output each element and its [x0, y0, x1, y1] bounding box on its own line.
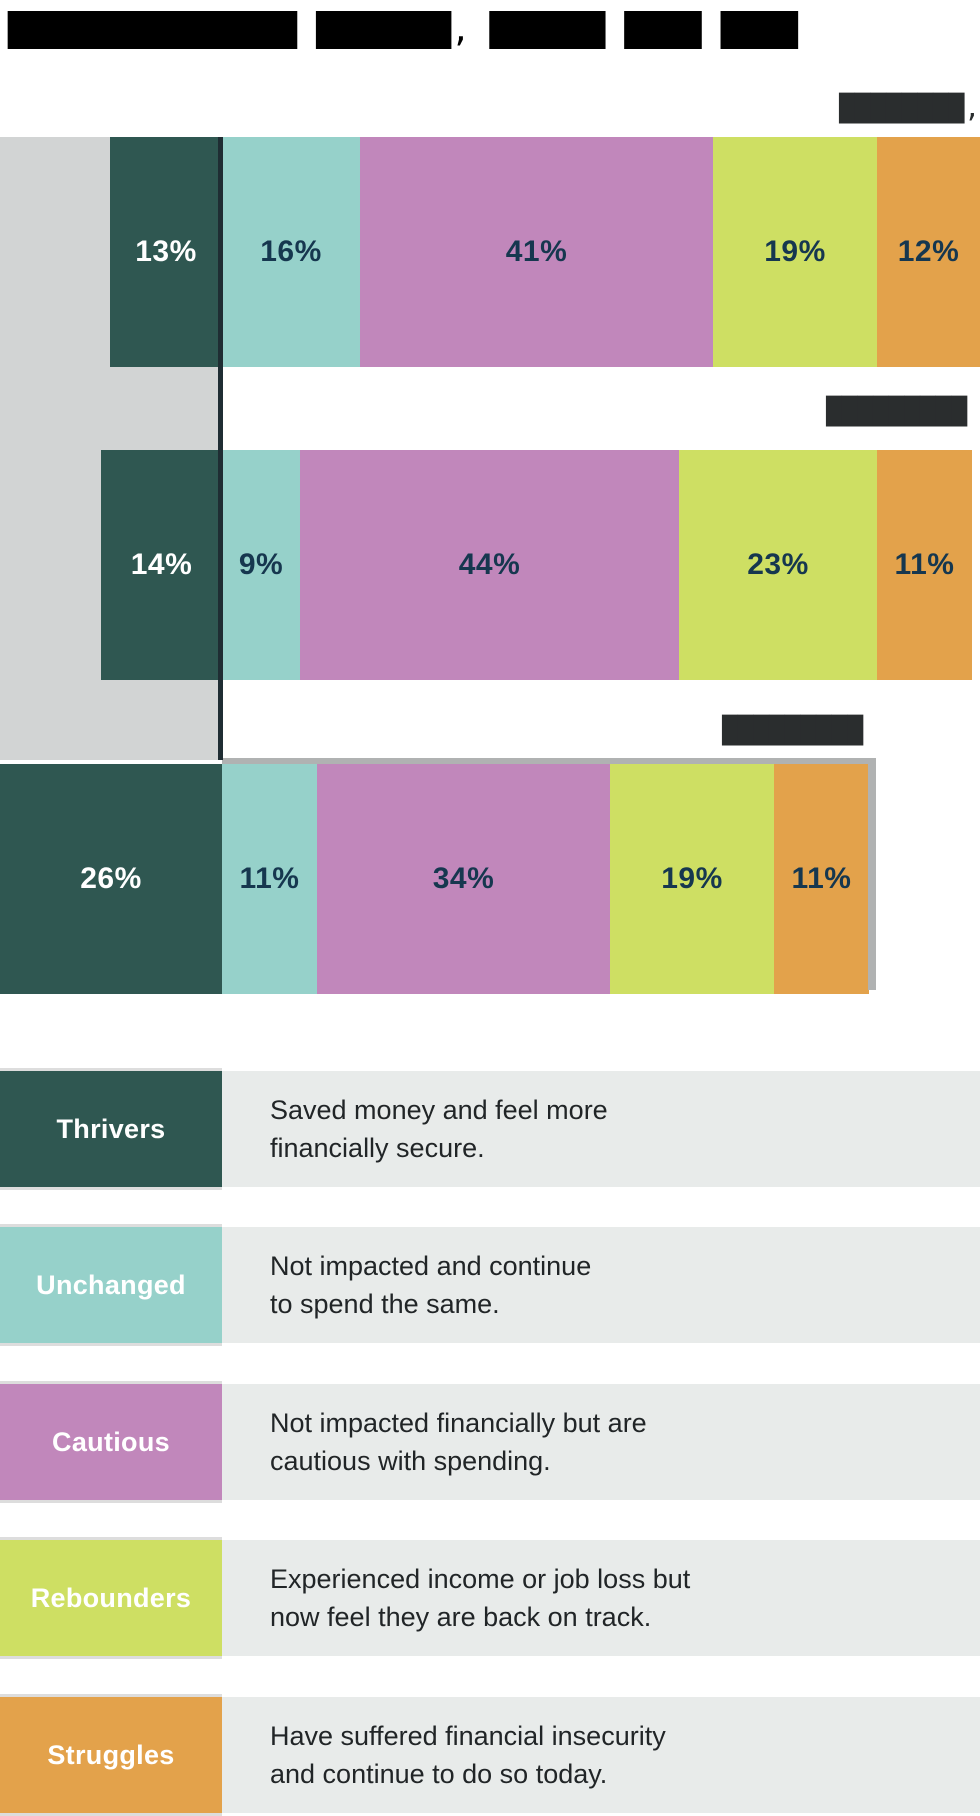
legend-chip-rebounders: Rebounders: [0, 1540, 222, 1656]
legend-row: Struggles Have suffered financial insecur…: [0, 1697, 980, 1813]
bar-row: 14% 9% 44% 23% 11%: [101, 450, 972, 680]
baseline-divider-line: [218, 137, 223, 760]
legend-row: Rebounders Experienced income or job loss…: [0, 1540, 980, 1656]
bar-segment-cautious: 44%: [300, 450, 679, 680]
legend-description-line: and continue to do so today.: [270, 1759, 608, 1789]
bar-row: 26% 11% 34% 19% 11%: [0, 764, 869, 994]
bar-segment-rebounders: 19%: [713, 137, 877, 367]
bar-segment-thrivers: 13%: [110, 137, 222, 367]
chart-title-redacted: ███████████████ ███████, ██████ ████ ███…: [8, 11, 798, 49]
legend-row: Unchanged Not impacted and continue to spe…: [0, 1227, 980, 1343]
bar-period-label-redacted: █████████: [722, 716, 863, 746]
legend-description: Saved money and feel more financially sec…: [270, 1071, 970, 1187]
legend-description: Not impacted financially but are cautious…: [270, 1384, 970, 1500]
legend-description: Experienced income or job loss but now fe…: [270, 1540, 970, 1656]
legend-chip-struggles: Struggles: [0, 1697, 222, 1813]
bar-segment-rebounders: 23%: [679, 450, 877, 680]
legend-description-line: Not impacted and continue: [270, 1251, 592, 1281]
bar-segment-unchanged: 9%: [222, 450, 300, 680]
bar-segment-cautious: 34%: [317, 764, 610, 994]
legend-description-line: Have suffered financial insecurity: [270, 1721, 666, 1751]
bar-segment-struggles: 12%: [877, 137, 980, 367]
bar-segment-struggles: 11%: [877, 450, 972, 680]
bar-segment-thrivers: 14%: [101, 450, 222, 680]
legend-chip-cautious: Cautious: [0, 1384, 222, 1500]
legend-description-line: Experienced income or job loss but: [270, 1564, 691, 1594]
legend-description-line: cautious with spending.: [270, 1446, 551, 1476]
bar-row: 13% 16% 41% 19% 12%: [110, 137, 980, 367]
legend-description-line: now feel they are back on track.: [270, 1602, 652, 1632]
legend-chip-thrivers: Thrivers: [0, 1071, 222, 1187]
legend-description: Not impacted and continue to spend the sa…: [270, 1227, 970, 1343]
legend-row: Cautious Not impacted financially but are…: [0, 1384, 980, 1500]
bar-period-label-redacted: █████████: [826, 397, 967, 427]
bar-segment-struggles: 11%: [774, 764, 869, 994]
bar-segment-cautious: 41%: [360, 137, 713, 367]
legend-description-line: Not impacted financially but are: [270, 1408, 647, 1438]
bar-segment-rebounders: 19%: [610, 764, 774, 994]
legend-description-line: financially secure.: [270, 1133, 485, 1163]
bar-segment-unchanged: 11%: [222, 764, 317, 994]
legend-description-line: to spend the same.: [270, 1289, 500, 1319]
bar-segment-unchanged: 16%: [222, 137, 360, 367]
legend-description-line: Saved money and feel more: [270, 1095, 608, 1125]
legend-row: Thrivers Saved money and feel more financi…: [0, 1071, 980, 1187]
bar-segment-thrivers: 26%: [0, 764, 222, 994]
legend-description: Have suffered financial insecurity and co…: [270, 1697, 970, 1813]
legend-chip-unchanged: Unchanged: [0, 1227, 222, 1343]
bar-period-label-redacted: ████████,: [839, 94, 980, 124]
